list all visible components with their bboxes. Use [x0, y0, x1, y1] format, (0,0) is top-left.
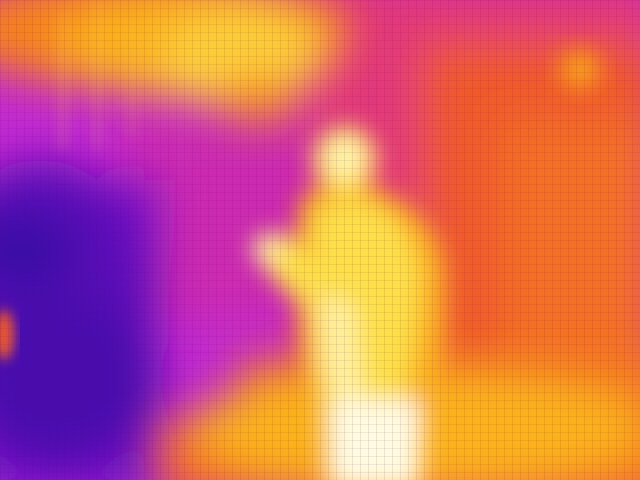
thermal-scene: [0, 0, 640, 480]
sensor-grid-overlay: [0, 0, 640, 480]
thermal-image: [0, 0, 640, 480]
